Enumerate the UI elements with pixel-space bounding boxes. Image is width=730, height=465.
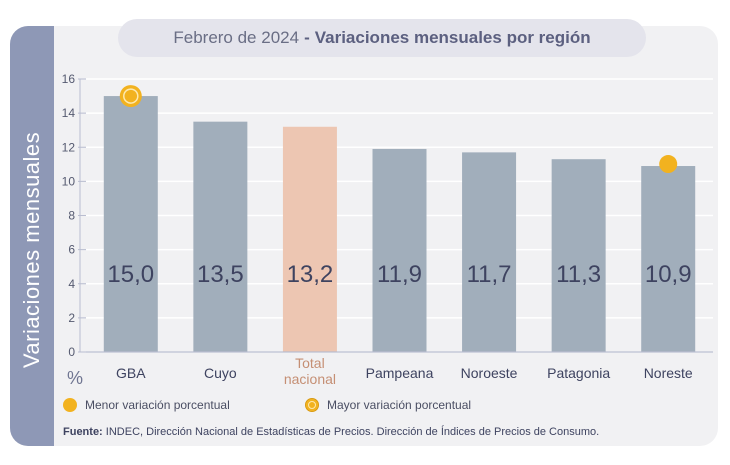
category-label: Pampeana [366, 365, 434, 381]
legend-lowest-label: Menor variación porcentual [85, 398, 230, 412]
highest-marker-icon [305, 398, 319, 412]
source-prefix: Fuente: [63, 426, 103, 438]
chart-title: Febrero de 2024 - Variaciones mensuales … [118, 19, 646, 57]
category-label: nacional [284, 371, 336, 387]
legend-lowest: Menor variación porcentual [63, 398, 230, 412]
bar-value-label: 10,9 [645, 261, 692, 288]
y-tick-label: 6 [68, 243, 75, 257]
y-tick-label: 2 [68, 311, 75, 325]
legend-highest-label: Mayor variación porcentual [327, 398, 472, 412]
category-label: Noroeste [461, 365, 518, 381]
bar-value-label: 11,7 [467, 261, 512, 288]
highest-marker-ring [123, 88, 139, 104]
highest-marker [119, 85, 142, 108]
y-tick-label: 16 [62, 72, 76, 86]
bar-value-label: 11,9 [377, 261, 422, 288]
category-label: GBA [116, 365, 146, 381]
y-tick-label: 12 [62, 140, 76, 154]
lowest-marker-icon [63, 398, 77, 412]
side-panel [10, 26, 54, 446]
source-note: Fuente: INDEC, Dirección Nacional de Est… [63, 426, 599, 438]
category-label: Noreste [644, 365, 693, 381]
y-unit-label: % [67, 368, 83, 388]
category-label: Total [295, 355, 325, 371]
bar [551, 159, 606, 352]
y-tick-label: 0 [68, 345, 75, 359]
bar [372, 148, 427, 352]
y-tick-label: 14 [62, 106, 76, 120]
bar [462, 152, 517, 352]
bar-value-label: 11,3 [556, 261, 601, 288]
bar-value-label: 13,5 [197, 261, 244, 288]
bar-value-label: 15,0 [107, 261, 154, 288]
chart-title-separator: - [304, 28, 310, 47]
chart-title-date: Febrero de 2024 [173, 28, 300, 47]
bar [193, 121, 248, 352]
category-label: Patagonia [547, 365, 610, 381]
bar [641, 166, 696, 352]
source-text: INDEC, Dirección Nacional de Estadística… [105, 426, 600, 438]
chart-title-subject: Variaciones mensuales por región [314, 28, 591, 47]
category-label: Cuyo [204, 365, 237, 381]
bar [282, 126, 337, 353]
y-tick-label: 10 [62, 174, 76, 188]
bar [103, 96, 158, 352]
y-tick-label: 4 [68, 277, 75, 291]
y-tick-label: 8 [68, 209, 75, 223]
lowest-marker [659, 155, 678, 174]
legend-highest: Mayor variación porcentual [305, 398, 471, 412]
bar-value-label: 13,2 [287, 261, 334, 288]
